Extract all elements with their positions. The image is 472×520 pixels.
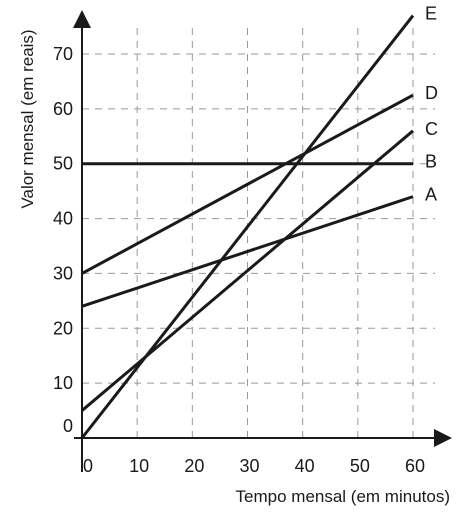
y-tick-label: 40 <box>53 209 73 229</box>
x-tick-label: 0 <box>83 456 93 476</box>
x-tick-label: 30 <box>239 456 259 476</box>
y-tick-label: 30 <box>53 263 73 283</box>
series-label-c: C <box>425 119 438 139</box>
series-label-d: D <box>425 83 438 103</box>
series-line-c <box>81 129 414 412</box>
y-axis-arrow-icon <box>73 10 91 28</box>
y-axis-title: Valor mensal (em reais) <box>18 29 37 208</box>
x-tick-label: 60 <box>405 456 425 476</box>
y-tick-label: 10 <box>53 373 73 393</box>
series-lines <box>80 14 415 439</box>
x-tick-label: 40 <box>295 456 315 476</box>
y-tick-label: 60 <box>53 99 73 119</box>
y-tick-label: 0 <box>63 416 73 436</box>
grid <box>82 22 435 438</box>
series-line-e <box>80 14 415 439</box>
y-tick-label: 20 <box>53 318 73 338</box>
x-tick-label: 50 <box>350 456 370 476</box>
x-axis-title: Tempo mensal (em minutos) <box>236 487 450 506</box>
series-label-b: B <box>425 152 437 172</box>
series-label-a: A <box>425 185 437 205</box>
series-line-a <box>81 195 414 308</box>
y-tick-label: 70 <box>53 44 73 64</box>
axes <box>73 10 452 472</box>
y-tick-label: 50 <box>53 154 73 174</box>
labels: Tempo mensal (em minutos) Valor mensal (… <box>18 4 450 506</box>
x-tick-label: 20 <box>184 456 204 476</box>
series-label-e: E <box>425 4 437 24</box>
x-axis-arrow-icon <box>434 429 452 447</box>
series-line-d <box>81 93 414 275</box>
x-tick-label: 10 <box>129 456 149 476</box>
